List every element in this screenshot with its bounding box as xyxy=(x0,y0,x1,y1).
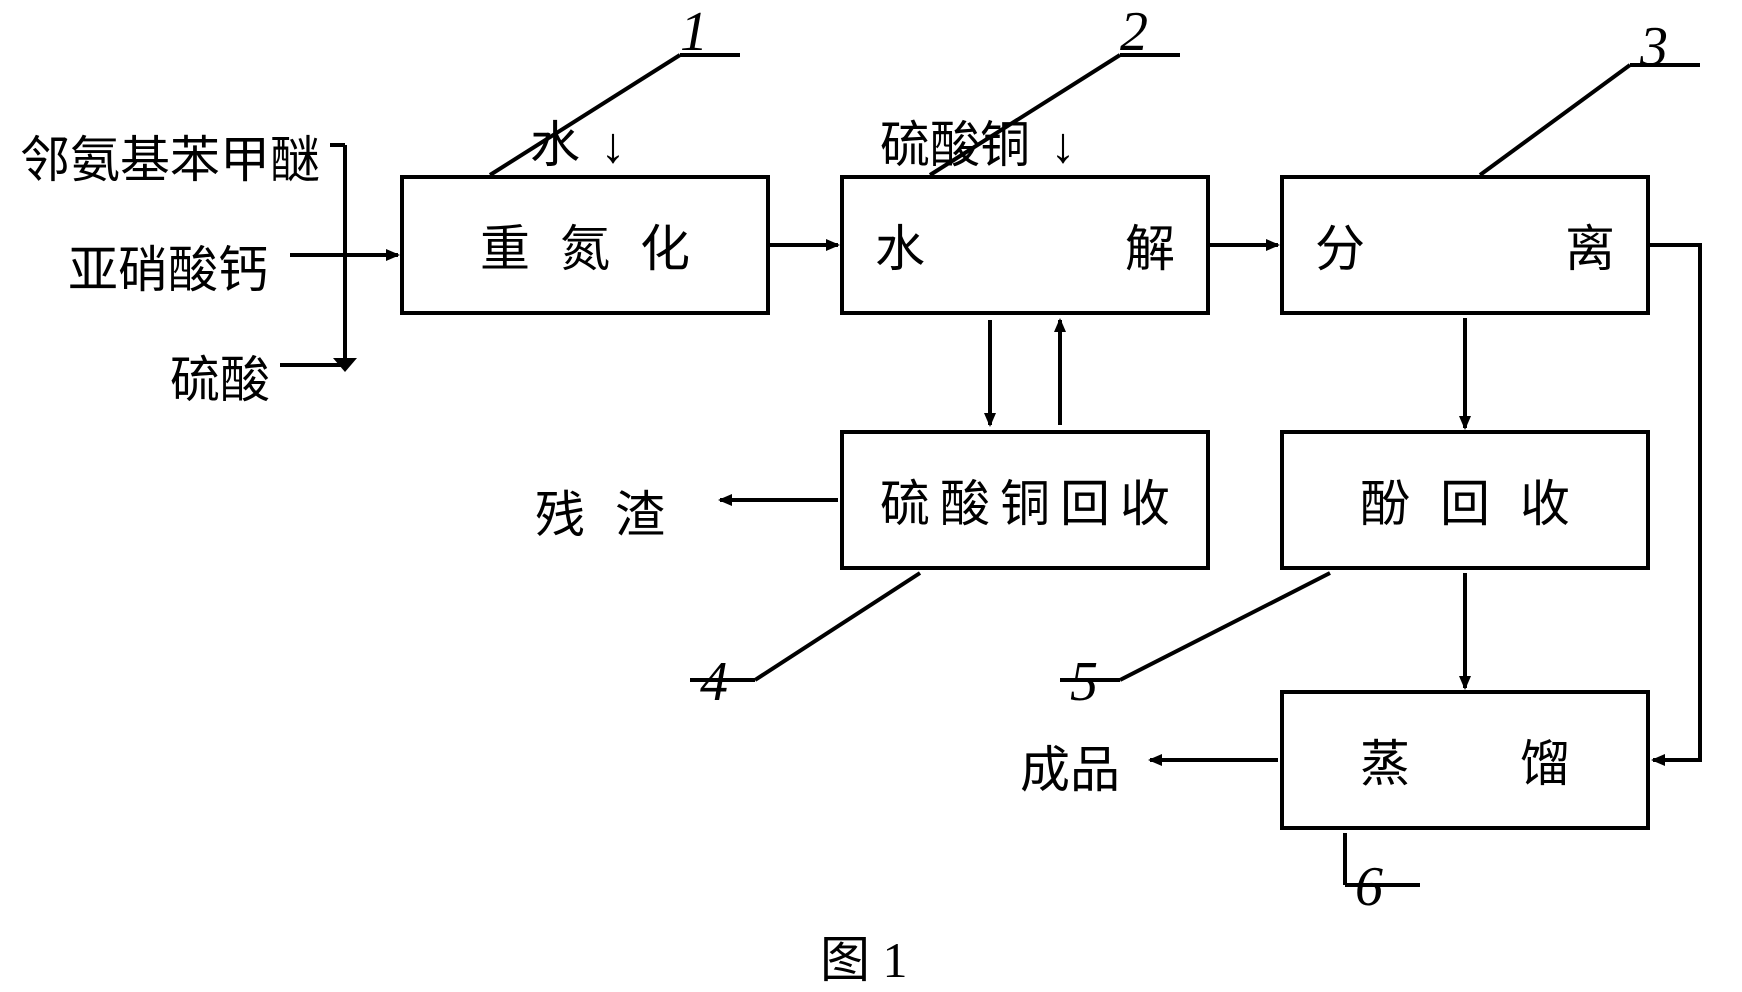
leader-num-2: 2 xyxy=(1120,0,1148,64)
leader-num-1: 1 xyxy=(680,0,708,64)
down-arrow-icon: ↓ xyxy=(601,117,626,173)
leader-num-6: 6 xyxy=(1355,855,1383,919)
box-cuso4-recovery-label: 硫酸铜回收 xyxy=(870,464,1180,536)
box-cuso4-recovery: 硫酸铜回收 xyxy=(840,430,1210,570)
box-separation-label: 分离 xyxy=(1115,209,1742,281)
figure-caption: 图 1 xyxy=(820,920,908,992)
input-label-3: 硫酸 xyxy=(170,340,270,412)
input-label-2: 亚硝酸钙 xyxy=(68,230,268,302)
box-distillation: 蒸馏 xyxy=(1280,690,1650,830)
top-label-water: 水 ↓ xyxy=(530,105,626,177)
leader-num-5: 5 xyxy=(1070,650,1098,714)
output-residue: 残渣 xyxy=(535,475,695,547)
cuso4-text: 硫酸铜 xyxy=(880,117,1030,173)
flowchart-canvas: 邻氨基苯甲醚 亚硝酸钙 硫酸 水 ↓ 硫酸铜 ↓ 重氮化 水解 分离 硫酸铜回收… xyxy=(0,0,1742,983)
output-product: 成品 xyxy=(1020,730,1120,802)
down-arrow-icon: ↓ xyxy=(1051,117,1076,173)
water-text: 水 xyxy=(530,117,580,173)
box-distillation-label: 蒸馏 xyxy=(1250,724,1680,796)
top-label-cuso4: 硫酸铜 ↓ xyxy=(880,105,1076,177)
leader-num-4: 4 xyxy=(700,650,728,714)
input-label-1: 邻氨基苯甲醚 xyxy=(20,120,320,192)
box-separation: 分离 xyxy=(1280,175,1650,315)
leader-num-3: 3 xyxy=(1640,15,1668,79)
box-phenol-recovery-label: 酚回收 xyxy=(1330,464,1600,536)
box-phenol-recovery: 酚回收 xyxy=(1280,430,1650,570)
